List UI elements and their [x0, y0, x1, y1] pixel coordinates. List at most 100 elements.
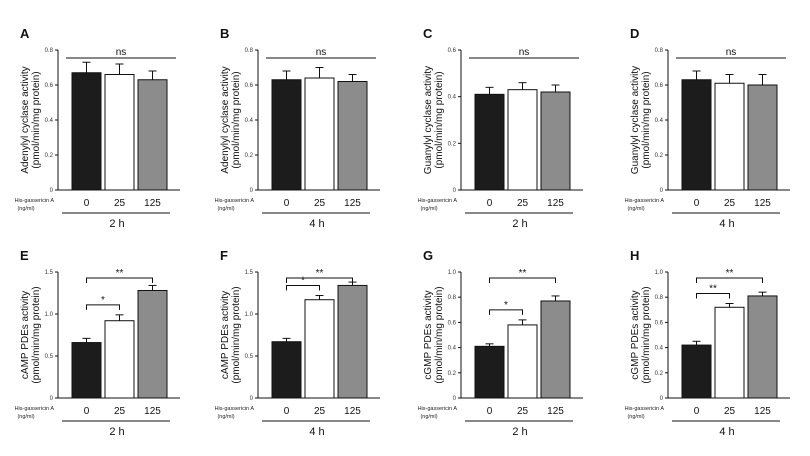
y-tick-label: 0: [250, 396, 254, 402]
y-tick-label: 0.2: [448, 371, 457, 377]
x-category-label: 125: [144, 198, 161, 209]
y-tick-label: 0.4: [655, 346, 664, 352]
bar: [507, 89, 538, 191]
x-category-label: 125: [754, 406, 771, 417]
time-label: 2 h: [512, 218, 527, 230]
y-axis-title-line2: (pmol/min/mg protein): [31, 286, 42, 383]
y-tick-label: 0.2: [655, 153, 664, 159]
y-tick-label: 0.8: [655, 48, 664, 54]
y-axis-title: Adenylyl cyclase activity(pmol/min/mg pr…: [20, 66, 42, 173]
y-tick-label: 0.4: [448, 95, 457, 101]
x-category-label: 0: [284, 198, 290, 209]
bar: [540, 300, 571, 399]
y-tick-label: 0: [453, 188, 457, 194]
y-axis-title: cGMP PDEs activity(pmol/min/mg protein): [630, 286, 652, 383]
bar: [681, 344, 712, 399]
bar: [137, 289, 168, 399]
bar: [337, 81, 368, 191]
y-axis-title-line1: Guanylyl cyclase activity: [630, 66, 641, 174]
significance-bracket: [86, 277, 153, 283]
panel-label: D: [630, 26, 639, 41]
y-tick-label: 0.5: [45, 354, 54, 360]
panel-label: G: [423, 248, 433, 263]
bar: [271, 341, 302, 399]
x-category-label: 125: [144, 406, 161, 417]
x-category-label: 25: [724, 406, 736, 417]
bar: [104, 320, 135, 399]
significance-label: ns: [726, 47, 737, 58]
significance-label: ns: [316, 47, 327, 58]
bar: [714, 306, 745, 399]
x-category-label: 125: [547, 406, 564, 417]
y-tick-label: 0.6: [448, 48, 457, 54]
significance-label: *: [101, 295, 105, 306]
bar: [304, 299, 335, 399]
y-axis-title-line2: (pmol/min/mg protein): [434, 286, 445, 383]
x-category-label: 125: [344, 406, 361, 417]
y-tick-label: 1.5: [245, 270, 254, 276]
y-tick-label: 0.8: [655, 295, 664, 301]
panel-label: A: [20, 26, 30, 41]
x-category-label: 25: [114, 406, 126, 417]
y-axis-title-line2: (pmol/min/mg protein): [641, 286, 652, 383]
y-axis-title-line1: Guanylyl cyclase activity: [423, 66, 434, 174]
x-category-label: 0: [694, 406, 700, 417]
y-tick-label: 0.8: [448, 295, 457, 301]
y-tick-label: 0: [250, 188, 254, 194]
y-axis-title-line1: cGMP PDEs activity: [423, 290, 434, 379]
x-category-label: 25: [114, 198, 126, 209]
y-tick-label: 0: [50, 188, 54, 194]
panel-C: C Guanylyl cyclase activity(pmol/min/mg p…: [418, 26, 583, 230]
time-label: 4 h: [309, 218, 324, 230]
x-category-label: 0: [284, 406, 290, 417]
bar: [71, 72, 102, 191]
y-axis-title-line1: Adenylyl cyclase activity: [220, 66, 231, 173]
y-axis-title-line2: (pmol/min/mg protein): [641, 71, 652, 168]
treatment-unit-label: (ng/ml): [217, 206, 234, 212]
significance-bracket: [696, 293, 730, 299]
y-tick-label: 1.0: [448, 270, 457, 276]
bar: [137, 79, 168, 191]
y-tick-label: 0: [660, 188, 664, 194]
treatment-unit-label: (ng/ml): [17, 414, 34, 420]
y-tick-label: 1.0: [45, 312, 54, 318]
x-category-label: 25: [517, 406, 529, 417]
y-tick-label: 0.6: [45, 83, 54, 89]
significance-label: **: [116, 268, 124, 279]
y-tick-label: 0: [660, 396, 664, 402]
y-tick-label: 0.4: [448, 346, 457, 352]
significance-bracket: [86, 304, 120, 310]
treatment-unit-label: (ng/ml): [420, 206, 437, 212]
y-axis-title-line2: (pmol/min/mg protein): [231, 71, 242, 168]
treatment-label: His-gassericin A: [15, 198, 55, 204]
treatment-unit-label: (ng/ml): [17, 206, 34, 212]
y-tick-label: 0: [453, 396, 457, 402]
treatment-label: His-gassericin A: [418, 406, 458, 412]
y-tick-label: 1.5: [45, 270, 54, 276]
y-axis-title: Guanylyl cyclase activity(pmol/min/mg pr…: [630, 66, 652, 174]
treatment-label: His-gassericin A: [215, 198, 255, 204]
y-tick-label: 0.8: [45, 48, 54, 54]
y-tick-label: 0.2: [245, 153, 254, 159]
y-axis-title: Guanylyl cyclase activity(pmol/min/mg pr…: [423, 66, 445, 174]
bar: [71, 342, 102, 399]
y-tick-label: 0.4: [245, 118, 254, 124]
panel-label: B: [220, 26, 229, 41]
time-label: 4 h: [719, 218, 734, 230]
bar: [747, 84, 778, 191]
y-tick-label: 0.6: [655, 320, 664, 326]
treatment-unit-label: (ng/ml): [420, 414, 437, 420]
x-category-label: 125: [547, 198, 564, 209]
treatment-label: His-gassericin A: [215, 406, 255, 412]
y-axis-title: cGMP PDEs activity(pmol/min/mg protein): [423, 286, 445, 383]
y-tick-label: 0.6: [245, 83, 254, 89]
x-category-label: 25: [517, 198, 529, 209]
bar: [681, 79, 712, 191]
panel-label: C: [423, 26, 433, 41]
y-tick-label: 0.6: [655, 83, 664, 89]
time-label: 4 h: [309, 426, 324, 438]
